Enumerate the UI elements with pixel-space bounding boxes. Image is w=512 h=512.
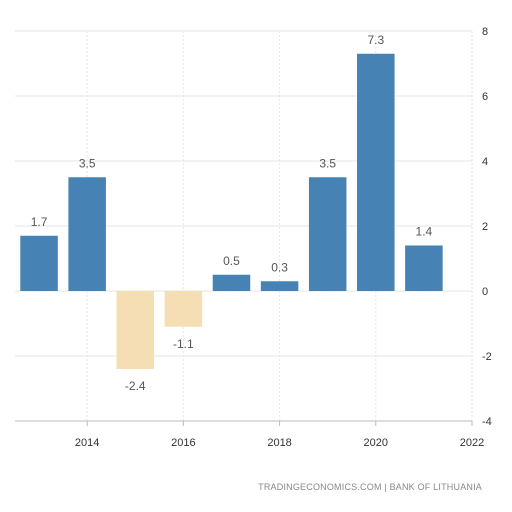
data-label: 7.3 [367, 33, 384, 47]
data-label: -2.4 [125, 379, 146, 393]
data-label: 0.5 [223, 254, 240, 268]
axis-layer [15, 420, 473, 426]
x-tick-label: 2022 [460, 437, 484, 449]
bar [405, 245, 443, 291]
y-tick-label: 8 [482, 26, 488, 38]
bar [260, 281, 299, 291]
y-tick-label: 6 [482, 91, 488, 103]
label-layer: -4 -2 0 2 4 6 8 2014 2016 2018 2020 2022 1.7 3.5 -2.4 -… [31, 26, 492, 449]
y-tick-label: -2 [482, 351, 492, 363]
bar [68, 177, 106, 291]
bar [357, 53, 395, 291]
x-tick-label: 2016 [171, 437, 195, 449]
y-tick-label: 2 [482, 221, 488, 233]
bar-layer [20, 53, 443, 369]
y-tick-label: -4 [482, 416, 492, 428]
bar [116, 291, 155, 369]
data-label: 1.4 [416, 225, 433, 239]
bar [164, 291, 203, 327]
x-tick-label: 2014 [75, 437, 99, 449]
y-tick-label: 0 [482, 286, 488, 298]
data-label: 1.7 [31, 215, 48, 229]
x-tick-label: 2020 [364, 437, 388, 449]
bar [212, 274, 251, 291]
y-tick-label: 4 [482, 156, 488, 168]
data-label: -1.1 [173, 337, 194, 351]
data-label: 0.3 [271, 260, 288, 274]
bar [20, 235, 58, 291]
data-label: 3.5 [319, 156, 336, 170]
source-credit: TRADINGECONOMICS.COM | BANK OF LITHUANIA [258, 482, 482, 492]
data-label: 3.5 [79, 156, 96, 170]
x-tick-label: 2018 [267, 437, 291, 449]
bar [308, 177, 347, 291]
